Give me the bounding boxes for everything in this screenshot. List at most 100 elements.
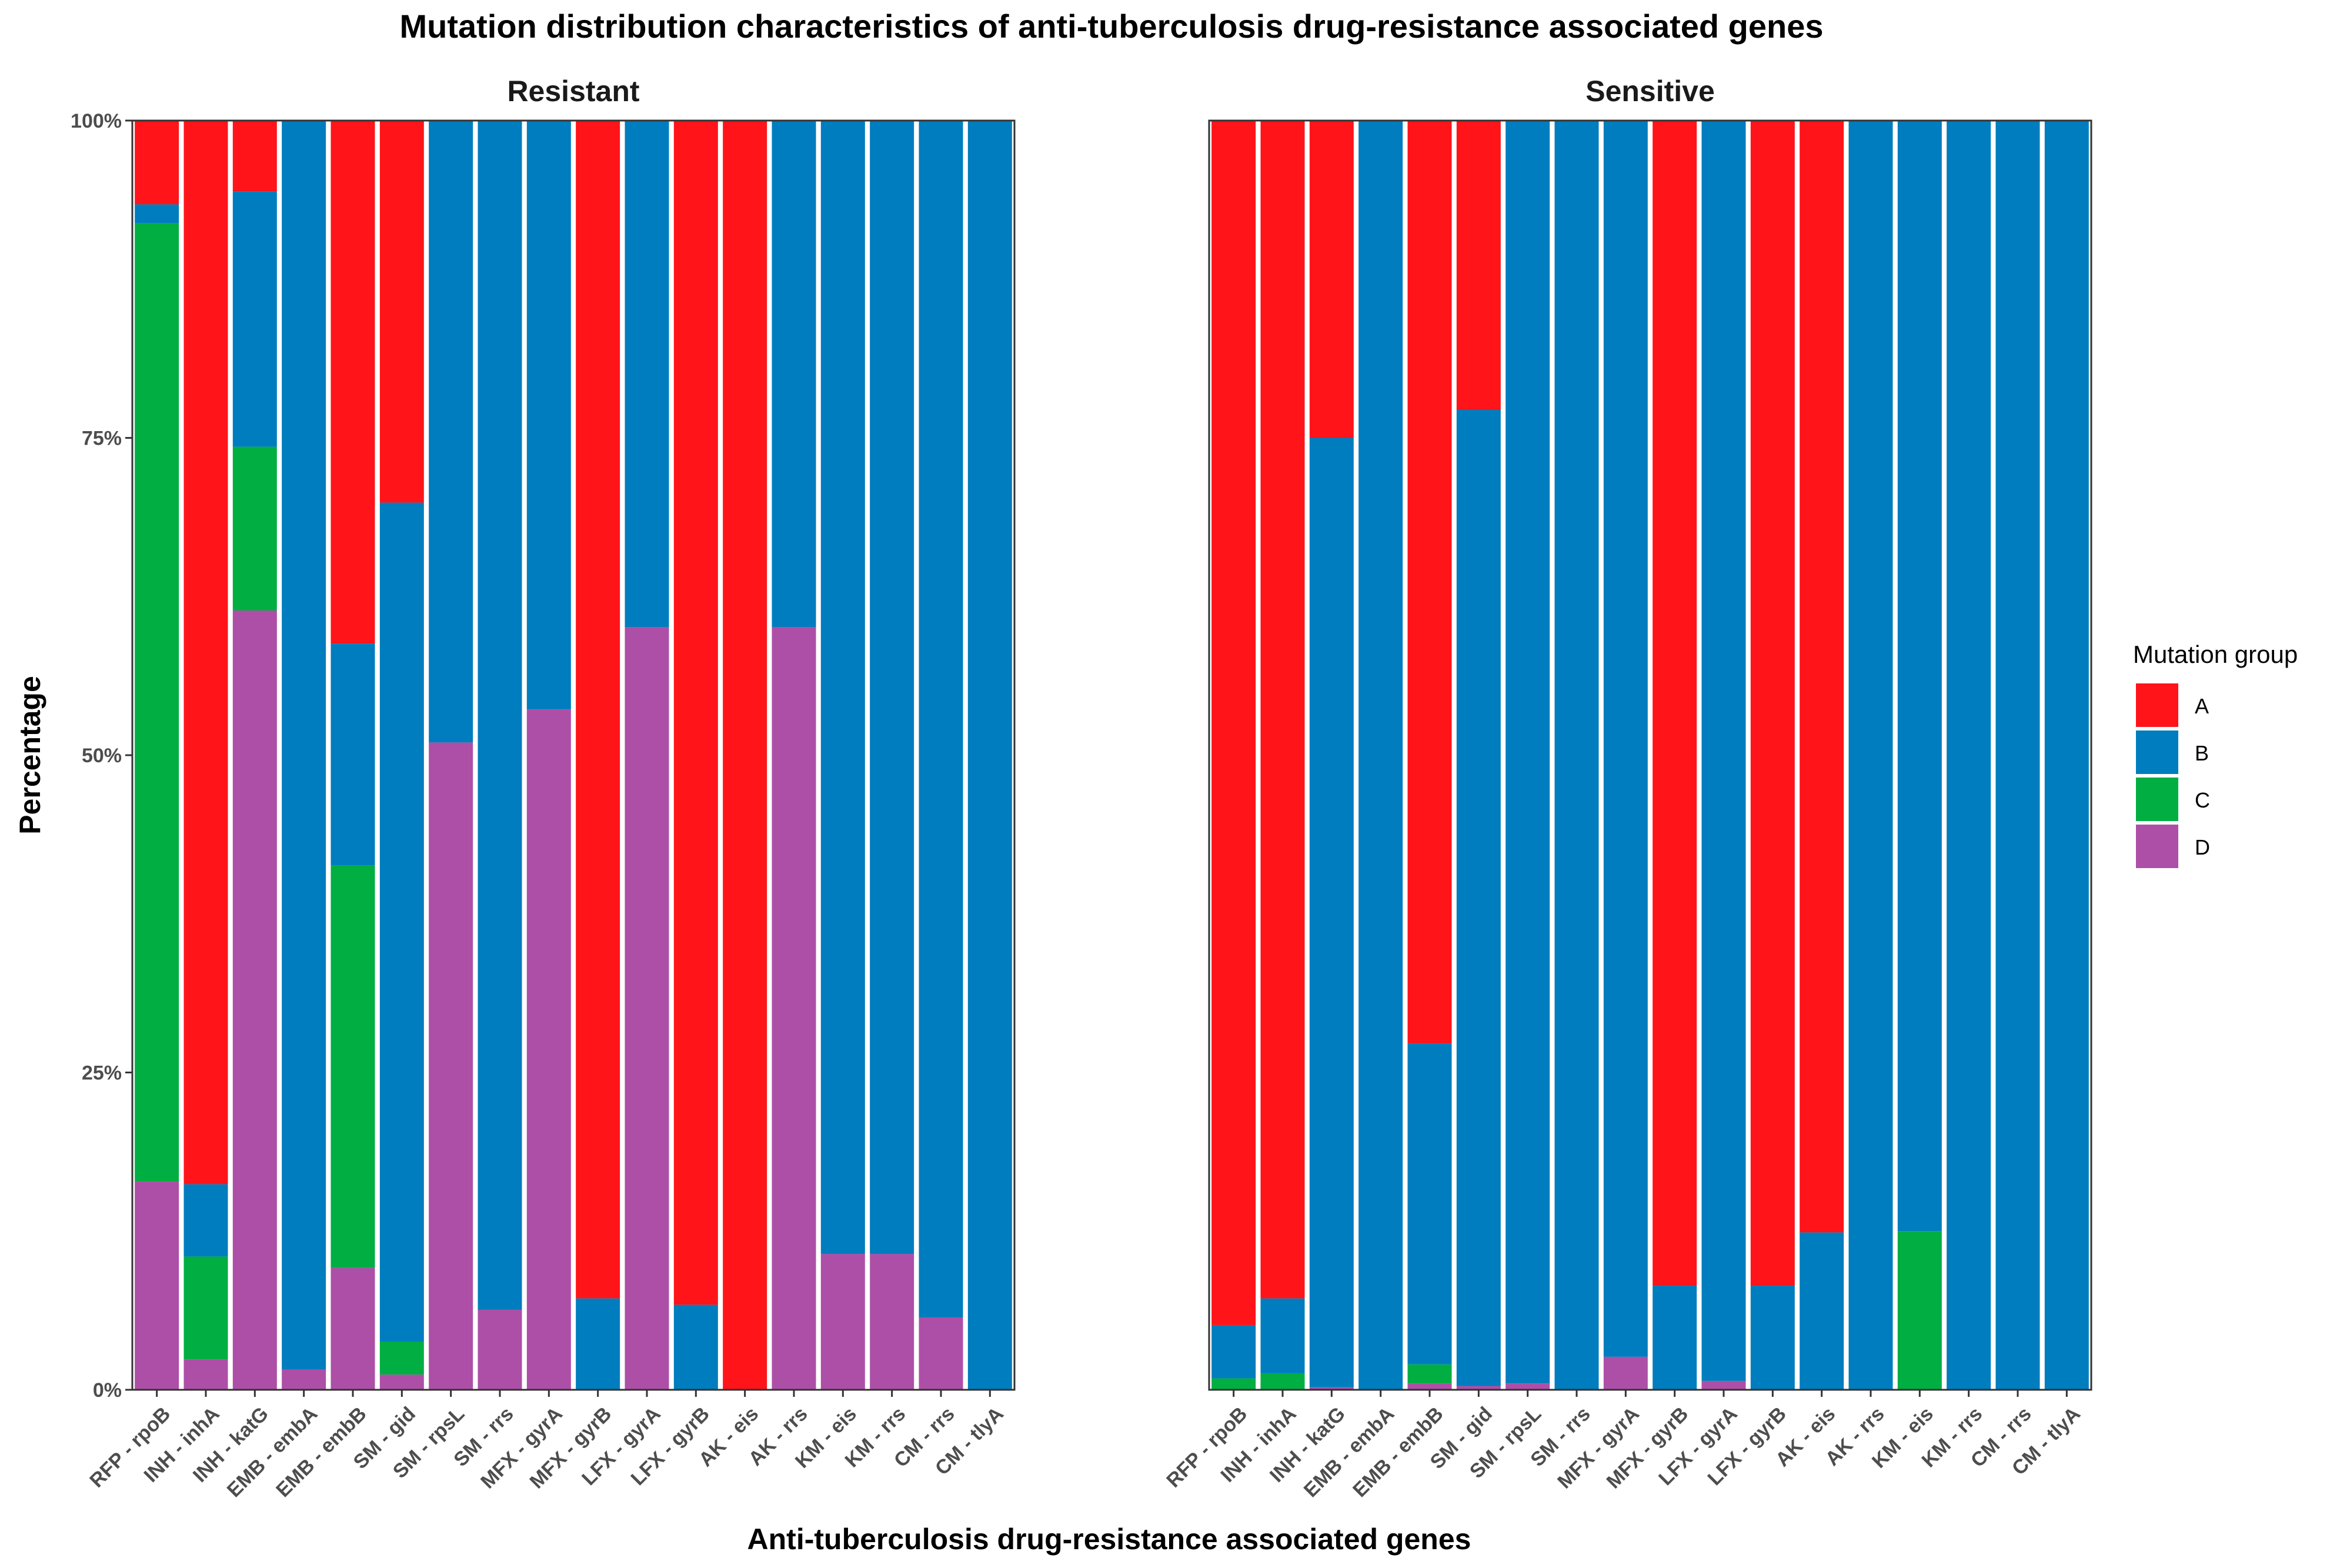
legend: Mutation group A B C D	[2133, 640, 2298, 868]
bar-resistant-mfx-gyrb-a	[576, 121, 620, 1299]
y-tick-label: 50%	[82, 745, 122, 767]
x-axis-title: Anti-tuberculosis drug-resistance associ…	[747, 1523, 1471, 1556]
bar-resistant-lfx-gyrb-b	[673, 1305, 718, 1390]
legend-label-b: B	[2195, 741, 2209, 765]
bar-sensitive-lfx-gyrb-a	[1750, 121, 1795, 1286]
bar-resistant-inh-inha-b	[183, 1184, 228, 1257]
bar-resistant-mfx-gyra-b	[526, 121, 571, 710]
bar-sensitive-emb-embb-c	[1407, 1364, 1452, 1384]
bar-resistant-lfx-gyra-d	[625, 627, 669, 1390]
sensitive-panel-border	[1208, 119, 2092, 1391]
bar-resistant-rfp-rpob-b	[135, 204, 179, 223]
bar-sensitive-km-eis-c	[1897, 1231, 1942, 1390]
bar-sensitive-sm-gid-a	[1456, 121, 1501, 411]
bar-sensitive-km-eis-b	[1897, 121, 1942, 1232]
resistant-bars	[135, 121, 1012, 1390]
bar-resistant-inh-katg-b	[232, 191, 277, 447]
panel-title-resistant: Resistant	[507, 75, 639, 108]
legend-item-b: B	[2136, 730, 2209, 774]
bar-sensitive-cm-tlya-b	[2044, 121, 2089, 1390]
y-axis-title: Percentage	[14, 676, 46, 835]
bar-resistant-emb-embb-a	[331, 121, 375, 644]
bar-resistant-lfx-gyrb-a	[673, 121, 718, 1305]
y-axis: 0% 25% 50% 75% 100%	[71, 110, 132, 1402]
sensitive-bars	[1211, 121, 2089, 1390]
bar-resistant-rfp-rpob-d	[135, 1182, 179, 1390]
bar-resistant-mfx-gyrb-b	[576, 1298, 620, 1390]
legend-item-c: C	[2136, 778, 2210, 821]
bar-sensitive-inh-inha-b	[1260, 1298, 1305, 1373]
chart-title: Mutation distribution characteristics of…	[400, 8, 1824, 45]
legend-item-a: A	[2136, 683, 2209, 727]
bar-resistant-ak-rrs-d	[772, 627, 816, 1390]
bar-sensitive-sm-gid-b	[1456, 410, 1501, 1386]
bar-resistant-rfp-rpob-c	[135, 223, 179, 1182]
bar-resistant-sm-rrs-b	[478, 121, 522, 1310]
bar-sensitive-sm-rpsl-d	[1506, 1383, 1550, 1390]
legend-item-d: D	[2136, 825, 2210, 868]
bar-resistant-lfx-gyra-b	[625, 121, 669, 628]
legend-key-b	[2136, 730, 2178, 774]
resistant-panel: Resistant 0% 25% 50% 75% 100% RFP - rpoBINH …	[71, 75, 1016, 1502]
bar-resistant-km-rrs-b	[870, 121, 914, 1255]
bar-sensitive-ak-eis-a	[1800, 121, 1844, 1233]
bar-sensitive-ak-rrs-b	[1848, 121, 1893, 1390]
legend-key-c	[2136, 778, 2178, 821]
bar-sensitive-lfx-gyra-b	[1701, 121, 1746, 1381]
bar-sensitive-ak-eis-b	[1800, 1232, 1844, 1390]
panel-title-sensitive: Sensitive	[1585, 75, 1715, 108]
legend-title: Mutation group	[2133, 640, 2298, 668]
bar-sensitive-sm-rrs-b	[1554, 121, 1599, 1390]
bar-sensitive-inh-katg-d	[1309, 1387, 1354, 1390]
bar-resistant-sm-rpsl-d	[429, 742, 473, 1390]
bar-resistant-sm-gid-c	[379, 1342, 424, 1375]
bar-sensitive-mfx-gyrb-b	[1653, 1286, 1697, 1390]
legend-key-a	[2136, 683, 2178, 727]
bar-sensitive-inh-inha-c	[1260, 1373, 1305, 1390]
legend-label-d: D	[2195, 835, 2210, 859]
bar-resistant-mfx-gyra-d	[526, 709, 571, 1390]
bar-sensitive-inh-katg-b	[1309, 438, 1354, 1387]
bar-sensitive-inh-katg-a	[1309, 121, 1354, 438]
bar-resistant-emb-embb-d	[331, 1267, 375, 1390]
legend-key-d	[2136, 825, 2178, 868]
bar-sensitive-mfx-gyra-b	[1603, 121, 1648, 1357]
bar-resistant-sm-rrs-d	[478, 1310, 522, 1390]
bar-resistant-km-eis-d	[820, 1254, 865, 1390]
y-tick-label: 75%	[82, 428, 122, 450]
bar-resistant-inh-katg-c	[232, 446, 277, 610]
bar-sensitive-emb-embb-b	[1407, 1043, 1452, 1365]
bar-sensitive-lfx-gyrb-b	[1750, 1286, 1795, 1390]
bar-resistant-sm-rpsl-b	[429, 121, 473, 743]
bar-sensitive-inh-inha-a	[1260, 121, 1305, 1299]
bar-sensitive-mfx-gyrb-a	[1653, 121, 1697, 1286]
bar-resistant-inh-inha-a	[183, 121, 228, 1185]
y-tick-label: 100%	[71, 110, 122, 132]
bar-sensitive-emb-embb-d	[1407, 1383, 1452, 1390]
bar-sensitive-cm-rrs-b	[1995, 121, 2040, 1390]
bar-sensitive-rfp-rpob-c	[1211, 1378, 1256, 1390]
bar-resistant-cm-rrs-d	[919, 1317, 963, 1390]
y-tick-label: 25%	[82, 1062, 122, 1085]
bar-resistant-sm-gid-d	[379, 1374, 424, 1390]
bar-resistant-sm-gid-b	[379, 502, 424, 1342]
bar-resistant-km-rrs-d	[870, 1254, 914, 1390]
bar-resistant-cm-rrs-b	[919, 121, 963, 1317]
bar-resistant-emb-emba-b	[282, 121, 326, 1370]
bar-resistant-inh-inha-d	[183, 1359, 228, 1390]
legend-label-a: A	[2195, 694, 2209, 718]
bar-sensitive-mfx-gyra-d	[1603, 1356, 1648, 1390]
bar-resistant-inh-inha-c	[183, 1256, 228, 1360]
bar-resistant-km-eis-b	[820, 121, 865, 1255]
bar-resistant-ak-rrs-b	[772, 121, 816, 628]
bar-sensitive-sm-rpsl-b	[1506, 121, 1550, 1384]
y-tick-label: 0%	[93, 1379, 122, 1402]
legend-label-c: C	[2195, 788, 2210, 812]
bar-sensitive-emb-embb-a	[1407, 121, 1452, 1043]
bar-resistant-emb-embb-b	[331, 643, 375, 866]
bar-resistant-cm-tlya-b	[967, 121, 1012, 1390]
bar-sensitive-rfp-rpob-b	[1211, 1325, 1256, 1379]
